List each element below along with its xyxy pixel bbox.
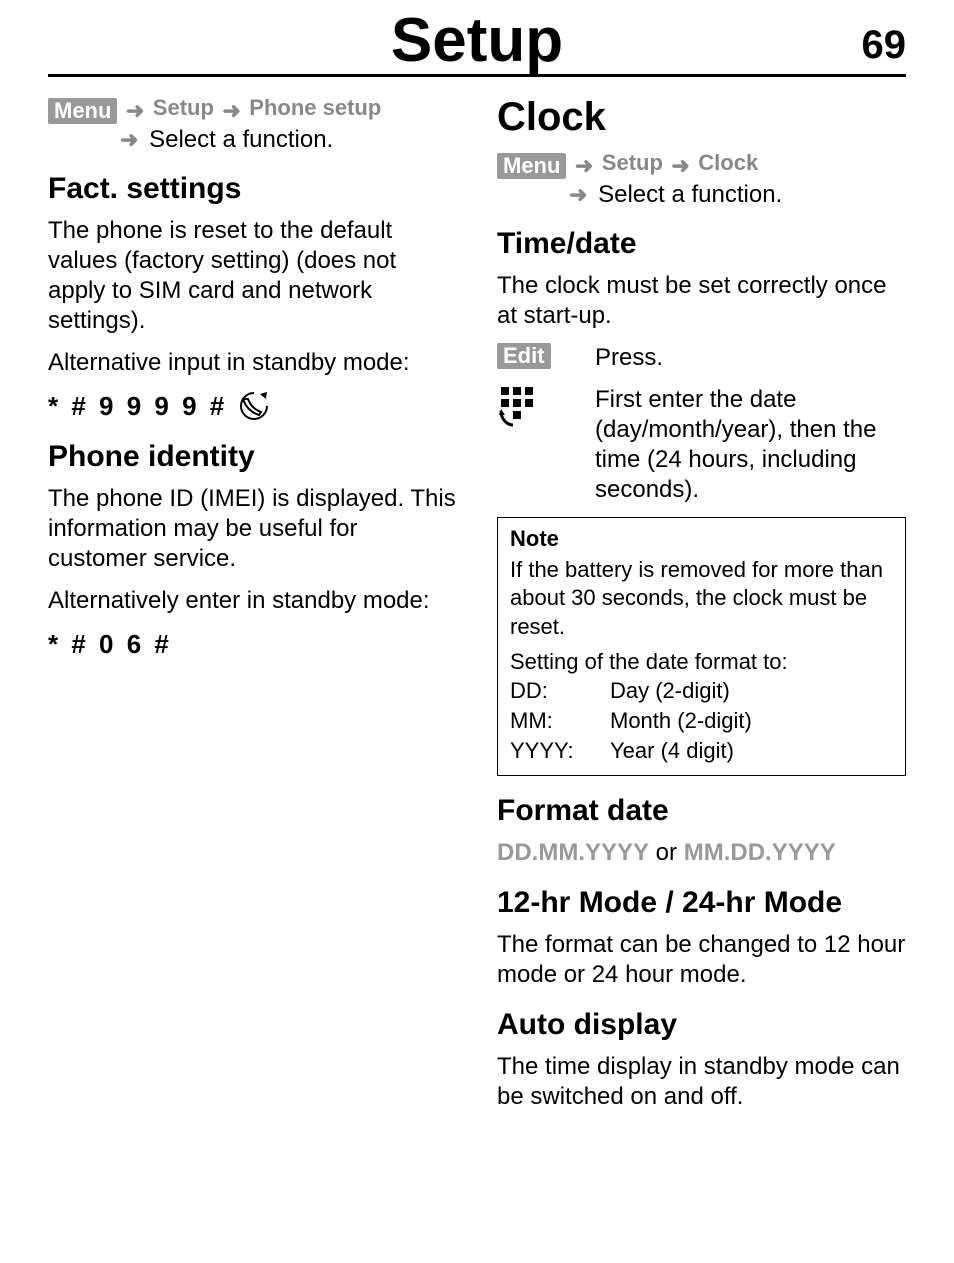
breadcrumb-clock: Menu ➜ Setup ➜ Clock: [497, 150, 906, 179]
edit-press-text: Press.: [595, 343, 906, 373]
keypad-instruction: First enter the date (day/month/year), t…: [595, 385, 906, 505]
select-fn-text-2: Select a function.: [598, 181, 782, 208]
hr-mode-body: The format can be changed to 12 hour mod…: [497, 930, 906, 990]
format-date-options: DD.MM.YYYY or MM.DD.YYYY: [497, 838, 906, 868]
breadcrumb-setup: Setup: [602, 150, 663, 175]
note-body: If the battery is removed for more than …: [510, 556, 893, 642]
menu-chip[interactable]: Menu: [497, 153, 566, 179]
breadcrumb-phone-setup-label: Phone setup: [249, 95, 381, 120]
format-date-heading: Format date: [497, 794, 906, 828]
phone-identity-heading: Phone identity: [48, 440, 457, 474]
fd-or: or: [649, 839, 684, 866]
pid-code: * # 0 6 #: [48, 628, 172, 661]
arrow-icon: ➜: [671, 153, 689, 179]
breadcrumb-clock-label: Clock: [698, 150, 758, 175]
alt-input-label: Alternative input in standby mode:: [48, 348, 457, 378]
right-column: Clock Menu ➜ Setup ➜ Clock ➜ Select a fu…: [497, 95, 906, 1124]
page-header: Setup 69: [48, 10, 906, 77]
time-date-heading: Time/date: [497, 227, 906, 261]
edit-row: Edit Press.: [497, 343, 906, 373]
arrow-icon: ➜: [222, 98, 240, 124]
content-columns: Menu ➜ Setup ➜ Phone setup ➜ Select a fu…: [48, 95, 906, 1124]
arrow-icon: ➜: [569, 182, 587, 208]
fmt-row-dd: DD: Day (2-digit): [510, 676, 893, 706]
edit-chip[interactable]: Edit: [497, 343, 551, 369]
page-title: Setup: [48, 10, 906, 72]
fmt-row-yyyy: YYYY: Year (4 digit): [510, 736, 893, 766]
arrow-icon: ➜: [126, 98, 144, 124]
fmt-val: Year (4 digit): [610, 736, 734, 766]
call-icon: [238, 390, 270, 422]
fmt-val: Month (2-digit): [610, 706, 752, 736]
breadcrumb-setup: Setup: [153, 95, 214, 120]
arrow-icon: ➜: [575, 153, 593, 179]
fmt-intro: Setting of the date format to:: [510, 648, 893, 677]
note-title: Note: [510, 526, 893, 552]
menu-chip[interactable]: Menu: [48, 98, 117, 124]
keypad-row: First enter the date (day/month/year), t…: [497, 385, 906, 505]
fmt-row-mm: MM: Month (2-digit): [510, 706, 893, 736]
fmt-key: YYYY:: [510, 736, 610, 766]
note-box: Note If the battery is removed for more …: [497, 517, 906, 776]
auto-display-body: The time display in standby mode can be …: [497, 1052, 906, 1112]
time-date-body: The clock must be set correctly once at …: [497, 271, 906, 331]
fact-settings-heading: Fact. settings: [48, 172, 457, 206]
hr-mode-heading: 12-hr Mode / 24-hr Mode: [497, 886, 906, 920]
fmt-key: MM:: [510, 706, 610, 736]
phone-identity-alt: Alternatively enter in standby mode:: [48, 586, 457, 616]
left-column: Menu ➜ Setup ➜ Phone setup ➜ Select a fu…: [48, 95, 457, 1124]
keypad-icon: [497, 385, 541, 429]
fact-code-line: * # 9 9 9 9 #: [48, 390, 457, 423]
breadcrumb-select-fn: ➜ Select a function.: [116, 126, 457, 154]
breadcrumb-phone-setup: Menu ➜ Setup ➜ Phone setup: [48, 95, 457, 124]
select-fn-text: Select a function.: [149, 126, 333, 153]
fd-opt2: MM.DD.YYYY: [684, 839, 836, 866]
auto-display-heading: Auto display: [497, 1008, 906, 1042]
clock-heading: Clock: [497, 95, 906, 140]
fmt-val: Day (2-digit): [610, 676, 730, 706]
fact-settings-body: The phone is reset to the default values…: [48, 216, 457, 336]
breadcrumb-select-fn-2: ➜ Select a function.: [565, 181, 906, 209]
page-number: 69: [862, 23, 907, 68]
phone-identity-body: The phone ID (IMEI) is displayed. This i…: [48, 484, 457, 574]
fact-code: * # 9 9 9 9 #: [48, 390, 227, 423]
arrow-icon: ➜: [120, 127, 138, 153]
fmt-key: DD:: [510, 676, 610, 706]
fd-opt1: DD.MM.YYYY: [497, 839, 649, 866]
